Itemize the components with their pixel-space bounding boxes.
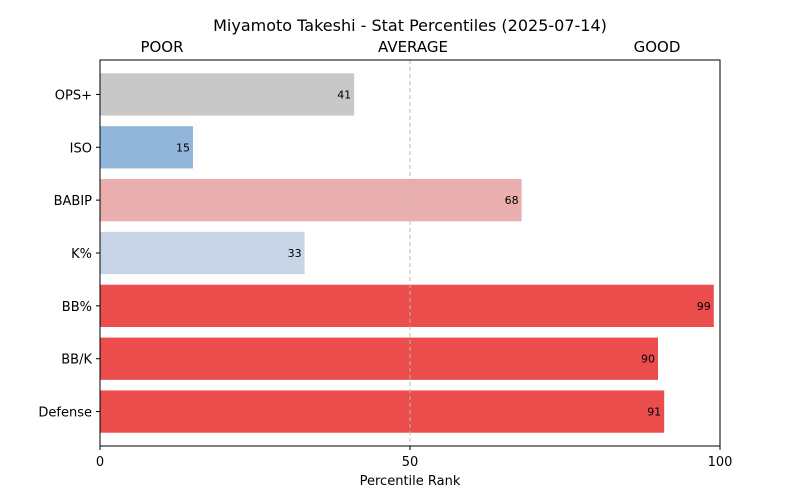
y-tick-label: BB% — [62, 300, 92, 315]
y-tick-label: BABIP — [54, 194, 93, 209]
x-tick-label: 100 — [708, 455, 733, 470]
bar-value-label: 91 — [647, 406, 661, 419]
bar-value-label: 68 — [505, 194, 519, 207]
y-tick-label: K% — [71, 247, 92, 262]
bar-value-label: 15 — [176, 141, 190, 154]
bar-value-label: 90 — [641, 353, 655, 366]
x-tick-label: 50 — [402, 455, 419, 470]
zone-label-poor: POOR — [140, 38, 183, 56]
bar — [100, 73, 355, 116]
y-tick-label: Defense — [38, 406, 92, 421]
x-axis: 0 50 100 — [96, 446, 733, 470]
y-tick-label: OPS+ — [55, 88, 92, 103]
bar — [100, 284, 714, 327]
bar-value-label: 41 — [337, 88, 351, 101]
bar-value-label: 33 — [288, 247, 302, 260]
y-axis: OPS+ ISO BABIP K% BB% BB/K Defense — [38, 88, 100, 421]
chart-title: Miyamoto Takeshi - Stat Percentiles (202… — [213, 16, 607, 35]
zone-label-average: AVERAGE — [378, 38, 448, 56]
y-tick-label: ISO — [70, 141, 92, 156]
bar-value-label: 99 — [697, 300, 711, 313]
bar — [100, 179, 522, 222]
bar — [100, 390, 665, 433]
bar — [100, 126, 193, 169]
bars-layer: 41 15 68 33 99 90 91 — [100, 73, 714, 433]
x-axis-label: Percentile Rank — [360, 474, 461, 489]
zone-label-good: GOOD — [634, 38, 681, 56]
x-tick-label: 0 — [96, 455, 104, 470]
bar — [100, 231, 305, 275]
y-tick-label: BB/K — [61, 353, 92, 368]
bar — [100, 337, 658, 380]
